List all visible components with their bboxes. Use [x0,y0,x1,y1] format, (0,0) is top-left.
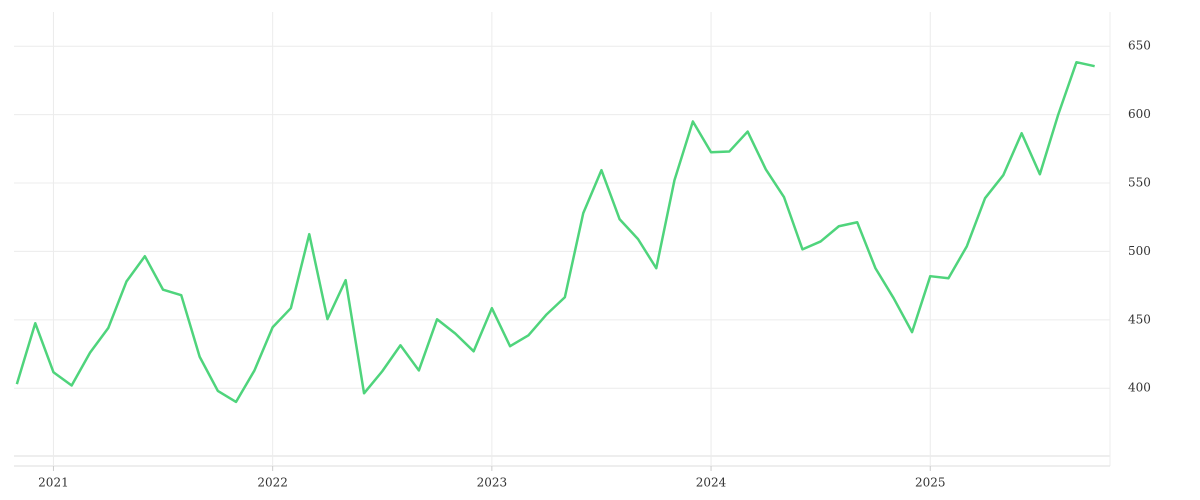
y-tick-label: 600 [1128,107,1151,121]
x-tick-label: 2025 [915,476,946,490]
x-tick-label: 2021 [38,476,69,490]
y-tick-label: 550 [1128,176,1151,190]
y-tick-label: 400 [1128,381,1151,395]
x-tick-label: 2023 [477,476,508,490]
data-line [15,60,1095,404]
y-tick-label: 450 [1128,312,1151,326]
y-tick-label: 500 [1128,244,1151,258]
x-tick-label: 2022 [257,476,288,490]
y-tick-label: 650 [1128,39,1151,53]
x-tick-label: 2024 [696,476,727,490]
